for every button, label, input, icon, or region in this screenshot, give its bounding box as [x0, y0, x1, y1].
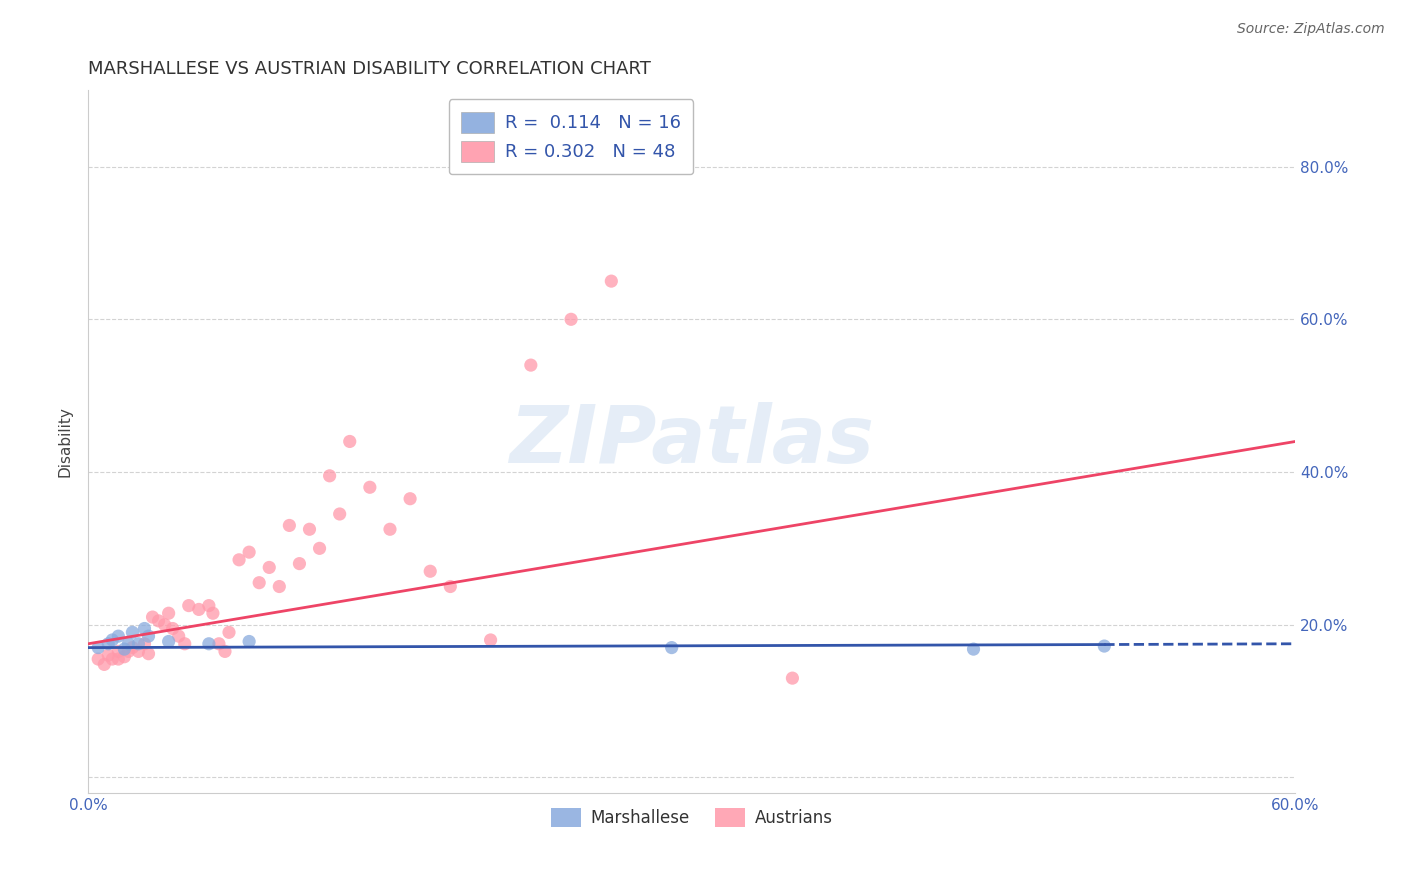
Point: [117, 644, 139, 658]
Point: [247, 575, 270, 590]
Point: [173, 637, 195, 651]
Point: [782, 671, 804, 685]
Point: [138, 647, 160, 661]
Y-axis label: Disability: Disability: [58, 406, 72, 477]
Text: MARSHALLESE VS AUSTRIAN DISABILITY CORRELATION CHART: MARSHALLESE VS AUSTRIAN DISABILITY CORRE…: [89, 60, 651, 78]
Point: [121, 625, 143, 640]
Point: [153, 617, 176, 632]
Point: [97, 637, 120, 651]
Point: [101, 652, 124, 666]
Point: [198, 599, 221, 613]
Point: [97, 648, 120, 663]
Point: [288, 557, 311, 571]
Point: [208, 637, 231, 651]
Point: [228, 553, 250, 567]
Point: [419, 564, 441, 578]
Point: [218, 625, 240, 640]
Point: [339, 434, 361, 449]
Point: [117, 637, 139, 651]
Point: [308, 541, 330, 556]
Point: [520, 358, 543, 372]
Point: [359, 480, 381, 494]
Point: [138, 629, 160, 643]
Point: [238, 634, 260, 648]
Point: [121, 640, 143, 655]
Point: [87, 640, 110, 655]
Legend: Marshallese, Austrians: Marshallese, Austrians: [544, 801, 839, 833]
Point: [93, 657, 115, 672]
Point: [560, 312, 582, 326]
Point: [187, 602, 209, 616]
Point: [127, 637, 149, 651]
Point: [329, 507, 352, 521]
Text: ZIPatlas: ZIPatlas: [509, 402, 875, 481]
Point: [157, 634, 180, 648]
Point: [167, 629, 190, 643]
Point: [962, 642, 984, 657]
Point: [298, 522, 321, 536]
Point: [238, 545, 260, 559]
Point: [107, 629, 129, 643]
Point: [257, 560, 280, 574]
Point: [214, 644, 236, 658]
Point: [318, 468, 340, 483]
Point: [162, 622, 184, 636]
Point: [269, 580, 291, 594]
Point: [378, 522, 401, 536]
Point: [399, 491, 422, 506]
Point: [198, 637, 221, 651]
Point: [101, 632, 124, 647]
Point: [87, 652, 110, 666]
Point: [439, 580, 461, 594]
Point: [141, 610, 163, 624]
Point: [278, 518, 301, 533]
Point: [107, 644, 129, 658]
Point: [479, 632, 502, 647]
Point: [177, 599, 200, 613]
Point: [1092, 639, 1115, 653]
Text: Source: ZipAtlas.com: Source: ZipAtlas.com: [1237, 22, 1385, 37]
Point: [157, 606, 180, 620]
Point: [127, 644, 149, 658]
Point: [148, 614, 170, 628]
Point: [661, 640, 683, 655]
Point: [107, 652, 129, 666]
Point: [112, 642, 135, 657]
Point: [112, 649, 135, 664]
Point: [134, 622, 156, 636]
Point: [600, 274, 623, 288]
Point: [201, 606, 224, 620]
Point: [134, 637, 156, 651]
